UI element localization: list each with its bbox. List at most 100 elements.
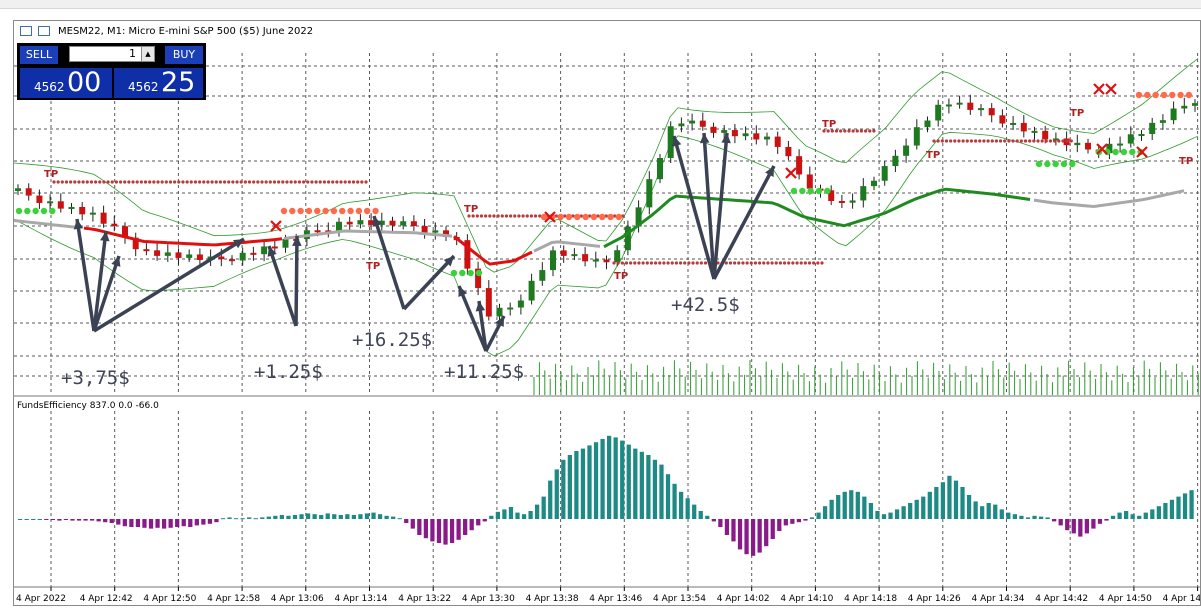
ask-price-box[interactable]: 4562 25 (114, 67, 203, 98)
tp-level-dot (525, 214, 529, 218)
tp-level-dot (978, 139, 982, 143)
histogram-bar (914, 499, 919, 519)
histogram-bar (161, 519, 167, 529)
tp-level-dot (356, 180, 360, 184)
histogram-bar (456, 519, 461, 540)
histogram-bar (57, 519, 62, 521)
annotation-arrow (712, 165, 776, 280)
tp-level-dot (604, 214, 608, 218)
annotation-arrow (294, 235, 299, 327)
histogram-bar (528, 511, 533, 519)
entry-dot (1177, 91, 1184, 99)
candles (15, 94, 1198, 322)
tp-level-dot (193, 180, 198, 184)
histogram-bar (593, 442, 599, 519)
tp-level-dot (678, 261, 683, 265)
histogram-bar (908, 503, 913, 519)
candle-bull (913, 127, 920, 146)
histogram-bar (286, 515, 291, 519)
entry-dot (1169, 91, 1176, 99)
exit-x-icon (270, 220, 282, 232)
histogram-bar (1058, 519, 1063, 526)
tp-level-dot (94, 180, 98, 184)
ask-price-big: 25 (161, 67, 196, 98)
tp-level-dot (98, 180, 102, 184)
exit-dot (1069, 160, 1076, 168)
candle-bear (796, 156, 803, 175)
chart-settings-icon[interactable] (38, 26, 50, 36)
tp-level-dot (173, 180, 177, 184)
candle-bull (678, 123, 685, 127)
tp-level-dot (571, 214, 575, 218)
tp-level-dot (533, 214, 538, 218)
histogram-bar (351, 515, 357, 519)
histogram-bar (417, 519, 422, 535)
entry-dot (574, 213, 581, 221)
tp-level-dot (479, 214, 484, 218)
bid-price-box[interactable]: 4562 00 (20, 67, 112, 98)
histogram-bar (855, 491, 860, 519)
tp-level-dot (488, 214, 492, 218)
tp-level-dot (1053, 139, 1057, 143)
tp-level-dot (778, 261, 783, 265)
tp-level-dot (1040, 139, 1044, 143)
annotation-arrow (75, 218, 96, 332)
histogram-bar (83, 519, 88, 521)
tp-level-dot (1007, 139, 1011, 143)
tp-level-dot (168, 180, 173, 184)
chart-window[interactable]: MESM22, M1: Micro E-mini S&P 500 ($5) Ju… (13, 20, 1201, 606)
candle-bull (261, 246, 268, 255)
lot-increase-button[interactable]: ▲ (141, 46, 155, 62)
time-tick-label: 4 Apr 13:14 (335, 594, 388, 604)
candle-bear (132, 237, 139, 250)
tp-level-dot (77, 180, 81, 184)
tp-level-dot (218, 180, 222, 184)
histogram-bar (698, 511, 703, 519)
tp-labels: TP TP TP TP TP TP TP TP (44, 108, 1193, 282)
candle-bull (357, 220, 364, 225)
tp-level-dot (762, 261, 766, 265)
tp-level-dot (624, 261, 629, 265)
histogram-bar (240, 518, 245, 520)
tp-level-dot (994, 139, 999, 143)
histogram-bar (214, 519, 219, 523)
tp-level-dot (492, 214, 496, 218)
candle-bear (346, 221, 353, 225)
candle-bull (614, 250, 621, 263)
buy-button[interactable]: BUY (165, 46, 203, 64)
tp-level-dot (687, 261, 691, 265)
histogram-bar (1176, 496, 1181, 519)
tp-level-dot (641, 261, 645, 265)
annotation-arrow (267, 245, 298, 327)
time-tick-label: 4 Apr 13:54 (653, 594, 706, 604)
time-tick-label: 4 Apr 13:22 (398, 594, 451, 604)
tp-level-dot (803, 261, 807, 265)
histogram-bar (135, 519, 141, 527)
candle-bear (999, 115, 1006, 124)
candle-bull (68, 206, 75, 209)
exit-dot (1044, 160, 1051, 168)
histogram-bar (312, 514, 317, 519)
candle-bull (764, 136, 770, 140)
histogram-bar (371, 512, 376, 519)
histogram-bar (37, 519, 42, 520)
histogram-bar (711, 519, 716, 522)
histogram-bar (600, 439, 605, 519)
tp-level-dot (243, 180, 247, 184)
tp-level-dot (331, 180, 335, 184)
candle-bull (956, 102, 963, 105)
chart-window-icon[interactable] (20, 26, 32, 36)
histogram-bar (1019, 515, 1024, 519)
exit-x-icon (544, 211, 556, 223)
tp-level-dot (1028, 139, 1032, 143)
lot-size-input[interactable]: 1 (69, 46, 155, 62)
sell-button[interactable]: SELL (20, 46, 58, 64)
candle-bear (806, 174, 813, 189)
histogram-bar (646, 455, 651, 519)
tp-level-dot (496, 214, 500, 218)
tp-level-dot (64, 180, 69, 184)
tp-level-dot (834, 129, 839, 133)
histogram-bar (1012, 514, 1018, 519)
tp-level-dot (268, 180, 272, 184)
chart-canvas[interactable]: TP TP TP TP TP TP TP TP +3,75$ +1.25$ +16.25$ +11.2… (14, 21, 1200, 605)
